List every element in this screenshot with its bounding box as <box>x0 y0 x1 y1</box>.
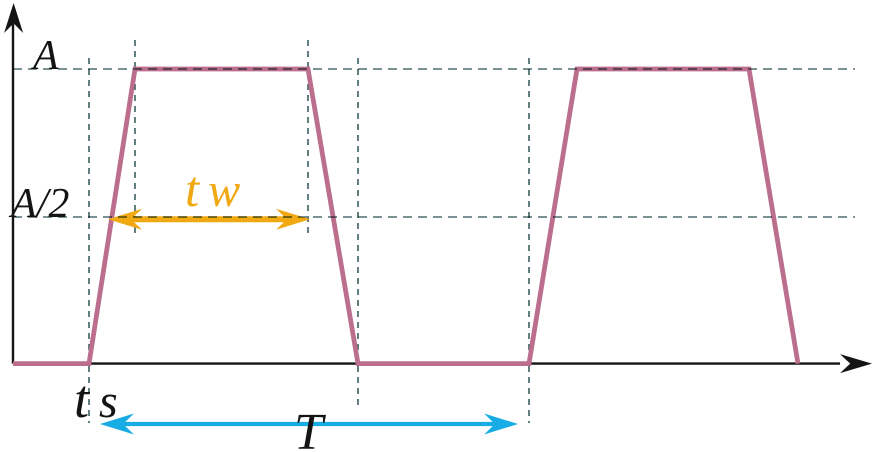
svg-text:A/2: A/2 <box>8 181 69 227</box>
svg-text:tw: tw <box>185 162 240 218</box>
svg-text:ts: ts <box>74 369 118 429</box>
svg-text:T: T <box>294 404 326 452</box>
svg-text:A: A <box>30 33 59 79</box>
